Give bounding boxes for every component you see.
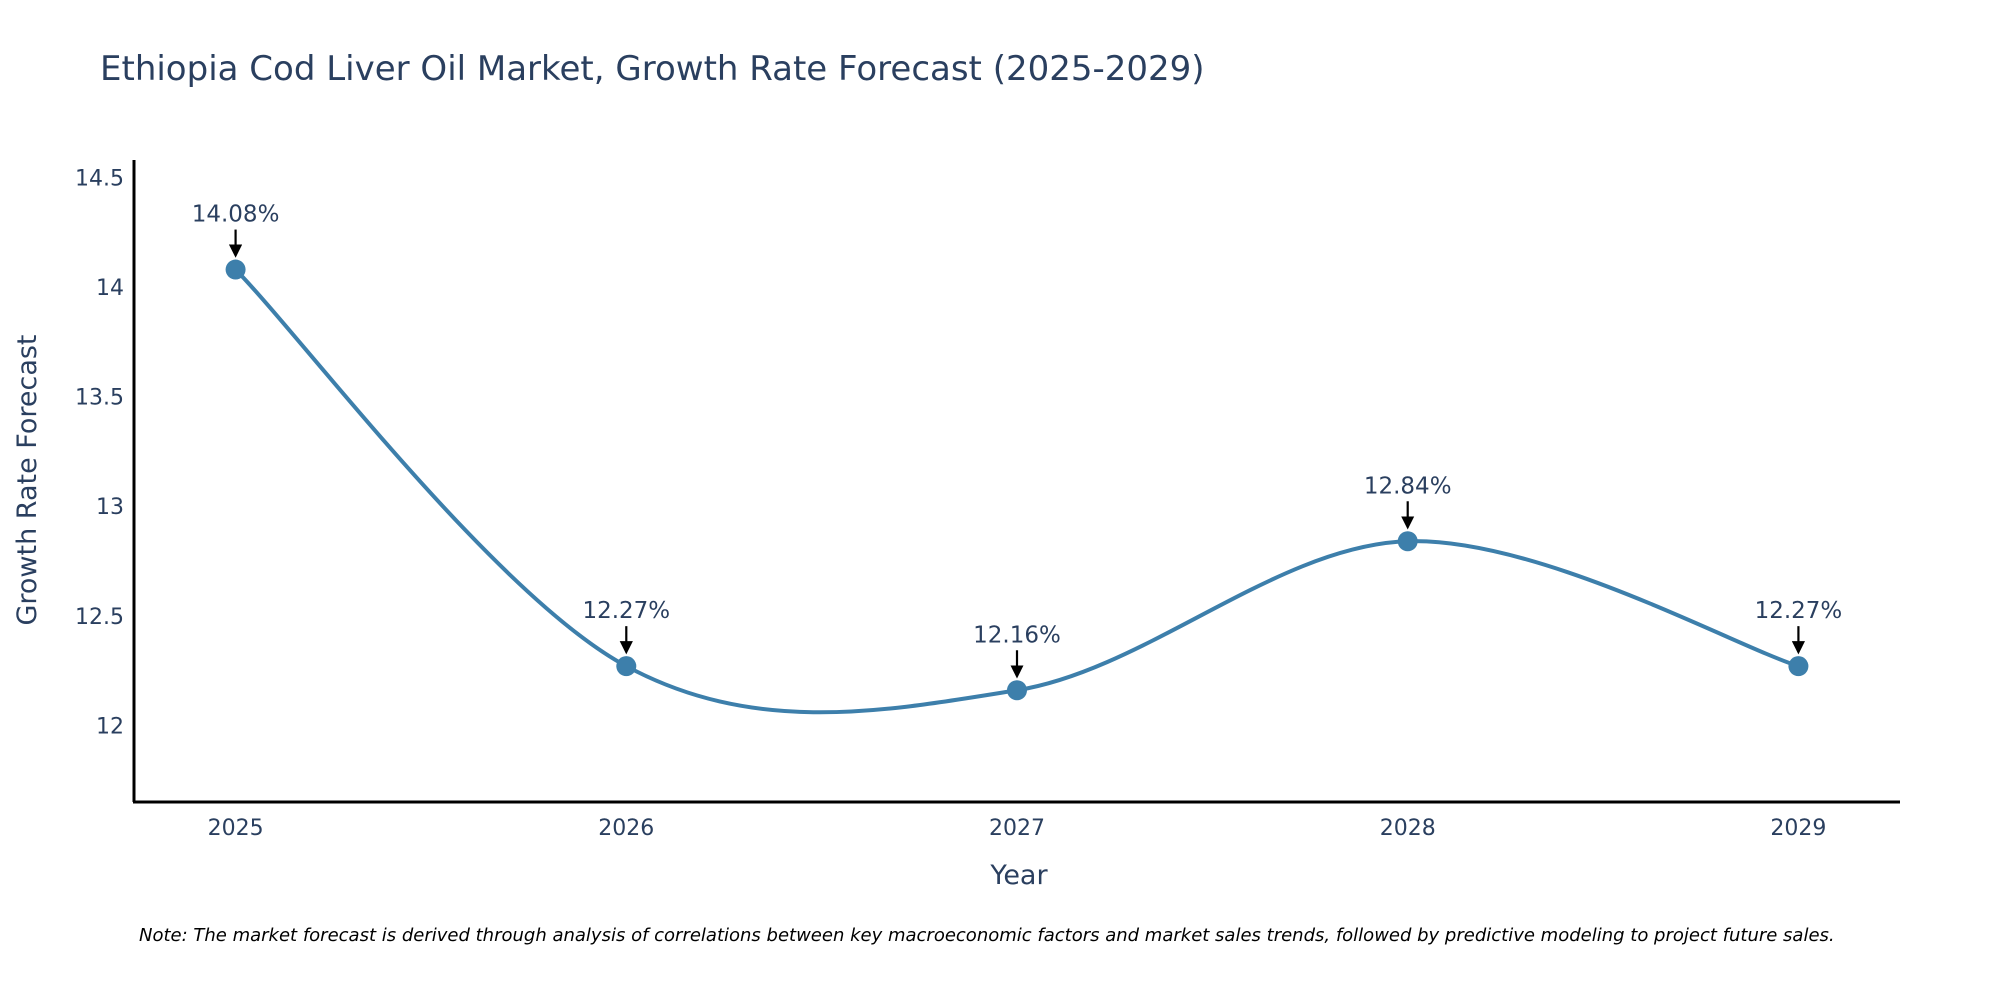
data-label: 12.27% (582, 598, 670, 624)
x-tick-label: 2029 (1770, 816, 1826, 841)
y-tick-label: 14 (96, 276, 124, 301)
footnote: Note: The market forecast is derived thr… (139, 925, 1835, 946)
y-tick-label: 12 (96, 714, 124, 739)
data-point (1007, 680, 1027, 701)
y-tick-label: 12.5 (75, 605, 124, 630)
data-point (225, 259, 246, 280)
data-point (1397, 531, 1418, 552)
data-label: 12.16% (973, 622, 1061, 648)
data-label: 12.27% (1755, 598, 1843, 624)
data-label: 12.84% (1364, 473, 1452, 499)
data-point (616, 656, 637, 677)
y-tick-label: 13.5 (75, 386, 124, 411)
x-tick-label: 2026 (598, 816, 654, 841)
y-tick-label: 13 (96, 495, 124, 520)
data-annotations: 14.08% 12.27% 12.16% 12.84% 12.27% (192, 202, 1843, 679)
data-point (1788, 656, 1809, 677)
data-markers (225, 259, 1809, 701)
data-label: 14.08% (192, 202, 280, 228)
x-tick-label: 2025 (208, 816, 264, 841)
y-tick-label: 14.5 (75, 167, 124, 192)
x-axis-title: Year (989, 860, 1048, 891)
y-axis-title: Growth Rate Forecast (12, 334, 43, 625)
x-tick-label: 2028 (1380, 816, 1436, 841)
x-tick-labels: 2025 2026 2027 2028 2029 (208, 816, 1827, 841)
chart-title: Ethiopia Cod Liver Oil Market, Growth Ra… (100, 49, 1205, 89)
x-tick-label: 2027 (989, 816, 1045, 841)
y-tick-labels: 12 12.5 13 13.5 14 14.5 (75, 167, 124, 740)
